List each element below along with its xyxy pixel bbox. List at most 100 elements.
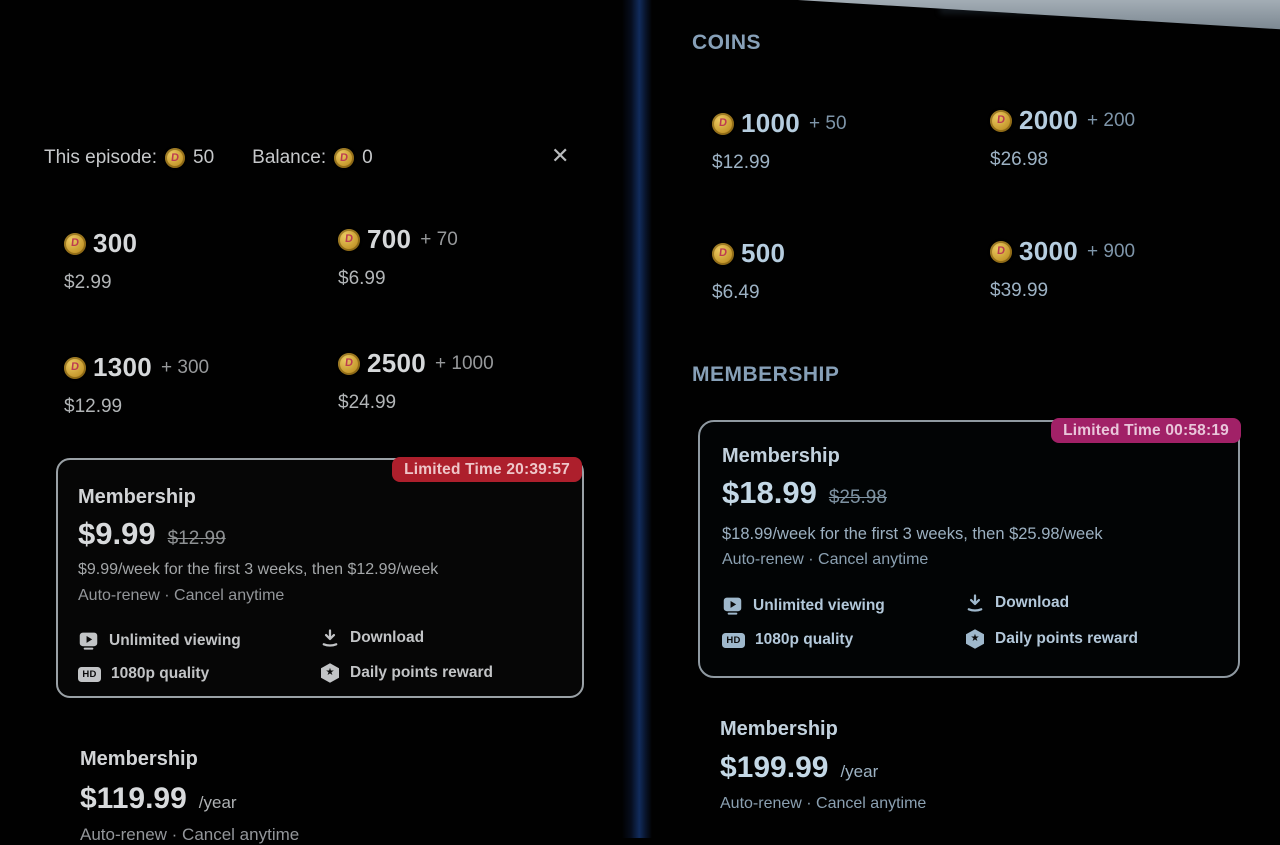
feature-daily-points: ★ Daily points reward xyxy=(965,629,1138,649)
coin-amount: 2500 xyxy=(367,348,427,378)
coin-amount: 1000 xyxy=(741,108,801,138)
price-row: $18.99 $25.98 xyxy=(722,475,887,511)
feature-label: Unlimited viewing xyxy=(109,631,241,649)
feature-download: Download xyxy=(320,628,424,648)
coin-icon: D xyxy=(165,148,186,168)
coin-bonus: + 200 xyxy=(1087,109,1136,131)
coin-icon: D xyxy=(334,148,355,168)
coin-bonus: + 50 xyxy=(809,112,847,134)
store-page: COINS D 1000 + 50 $12.99 D 2000 + 200 $2… xyxy=(652,0,1280,838)
hd-icon: HD xyxy=(722,632,745,648)
coin-price: $24.99 xyxy=(338,392,397,413)
episode-balance-header: This episode: D 50 Balance: D 0 xyxy=(44,147,373,169)
feature-download: Download xyxy=(965,593,1069,613)
promo-terms: $18.99/week for the first 3 weeks, then … xyxy=(722,525,1103,543)
limited-time-badge: Limited Time 00:58:19 xyxy=(1051,418,1241,443)
feature-daily-points: ★ Daily points reward xyxy=(320,663,493,683)
feature-label: 1080p quality xyxy=(755,631,854,648)
membership-yearly-card[interactable]: Membership $119.99 /year Auto-renew · Ca… xyxy=(80,748,540,845)
coin-icon: D xyxy=(64,356,86,379)
coin-bonus: + 1000 xyxy=(435,352,494,374)
feature-label: Download xyxy=(995,594,1070,611)
points-icon: ★ xyxy=(321,663,339,683)
feature-unlimited-viewing: Unlimited viewing xyxy=(722,595,885,616)
coin-price: $2.99 xyxy=(64,272,112,293)
coin-amount: 2000 xyxy=(1019,105,1079,135)
price-row: $9.99 $12.99 xyxy=(78,516,226,552)
promo-renewal: Auto-renew · Cancel anytime xyxy=(722,551,929,568)
coin-pack-3000[interactable]: D 3000 + 900 $39.99 xyxy=(990,236,1135,302)
promo-price: $18.99 xyxy=(722,475,817,510)
coin-icon: D xyxy=(64,232,86,255)
yearly-period: /year xyxy=(198,793,237,812)
feature-label: Daily points reward xyxy=(995,630,1138,647)
download-icon xyxy=(965,593,985,613)
download-icon xyxy=(320,628,340,648)
coins-section-header: COINS xyxy=(692,31,762,54)
coin-icon: D xyxy=(338,228,360,251)
membership-title: Membership xyxy=(80,748,198,770)
coin-icon: D xyxy=(712,242,734,265)
coin-amount: 300 xyxy=(93,228,138,258)
membership-yearly-card[interactable]: Membership $199.99 /year Auto-renew · Ca… xyxy=(720,718,1200,813)
play-icon xyxy=(722,595,743,616)
coin-pack-500[interactable]: D 500 $6.49 xyxy=(712,238,794,304)
yearly-renewal: Auto-renew · Cancel anytime xyxy=(720,795,927,812)
yearly-period: /year xyxy=(840,762,879,781)
membership-promo-card[interactable]: Limited Time 00:58:19 Membership $18.99 … xyxy=(698,418,1241,678)
panel-divider-seam xyxy=(622,0,652,838)
episode-cost-label: This episode: xyxy=(44,147,158,168)
coin-pack-300[interactable]: D 300 $2.99 xyxy=(64,228,146,294)
feature-label: Unlimited viewing xyxy=(753,596,885,614)
membership-section-header: MEMBERSHIP xyxy=(692,363,840,386)
coin-icon: D xyxy=(338,352,360,375)
coin-price: $6.99 xyxy=(338,268,386,289)
coin-pack-2500[interactable]: D 2500 + 1000 $24.99 xyxy=(338,348,494,414)
coin-icon: D xyxy=(712,112,734,135)
promo-old-price: $25.98 xyxy=(828,487,887,508)
play-icon xyxy=(78,630,99,651)
coin-icon: D xyxy=(990,240,1012,263)
coin-price: $6.49 xyxy=(712,282,760,303)
feature-label: 1080p quality xyxy=(111,665,210,682)
coin-pack-700[interactable]: D 700 + 70 $6.99 xyxy=(338,224,458,290)
limited-time-badge: Limited Time 20:39:57 xyxy=(392,457,582,482)
promo-terms: $9.99/week for the first 3 weeks, then $… xyxy=(78,561,439,578)
coin-bonus: + 70 xyxy=(420,228,458,250)
points-icon: ★ xyxy=(966,629,984,649)
membership-title: Membership xyxy=(722,445,840,467)
promo-renewal: Auto-renew · Cancel anytime xyxy=(78,587,285,604)
coin-bonus: + 300 xyxy=(161,356,210,378)
balance-label: Balance: xyxy=(252,147,327,168)
yearly-renewal: Auto-renew · Cancel anytime xyxy=(80,825,300,844)
yearly-price: $199.99 xyxy=(720,751,829,784)
episode-cost-value: 50 xyxy=(193,147,215,168)
coin-amount: 500 xyxy=(741,238,786,268)
membership-title: Membership xyxy=(720,718,838,740)
coin-amount: 1300 xyxy=(93,352,153,382)
coin-pack-1300[interactable]: D 1300 + 300 $12.99 xyxy=(64,352,209,418)
feature-label: Daily points reward xyxy=(350,664,493,681)
hd-icon: HD xyxy=(78,666,101,682)
coin-purchase-dialog: This episode: D 50 Balance: D 0 ✕ D 300 … xyxy=(0,0,622,844)
coin-amount: 700 xyxy=(367,224,412,254)
feature-1080p-quality: HD 1080p quality xyxy=(78,665,209,683)
coin-price: $12.99 xyxy=(712,152,771,173)
coin-icon: D xyxy=(990,109,1012,132)
membership-promo-card[interactable]: Limited Time 20:39:57 Membership $9.99 $… xyxy=(56,457,584,698)
feature-label: Download xyxy=(350,629,425,646)
membership-title: Membership xyxy=(78,486,196,508)
coin-pack-1000[interactable]: D 1000 + 50 $12.99 xyxy=(712,108,847,174)
coin-bonus: + 900 xyxy=(1087,240,1136,262)
coin-price: $39.99 xyxy=(990,280,1049,301)
promo-price: $9.99 xyxy=(78,516,156,551)
coin-pack-2000[interactable]: D 2000 + 200 $26.98 xyxy=(990,105,1135,171)
balance-value: 0 xyxy=(362,147,373,168)
coin-price: $26.98 xyxy=(990,149,1049,170)
coin-price: $12.99 xyxy=(64,396,123,417)
promo-old-price: $12.99 xyxy=(167,528,226,549)
close-icon[interactable]: ✕ xyxy=(551,143,570,168)
yearly-price: $119.99 xyxy=(80,782,187,815)
feature-unlimited-viewing: Unlimited viewing xyxy=(78,630,241,651)
coin-amount: 3000 xyxy=(1019,236,1079,266)
